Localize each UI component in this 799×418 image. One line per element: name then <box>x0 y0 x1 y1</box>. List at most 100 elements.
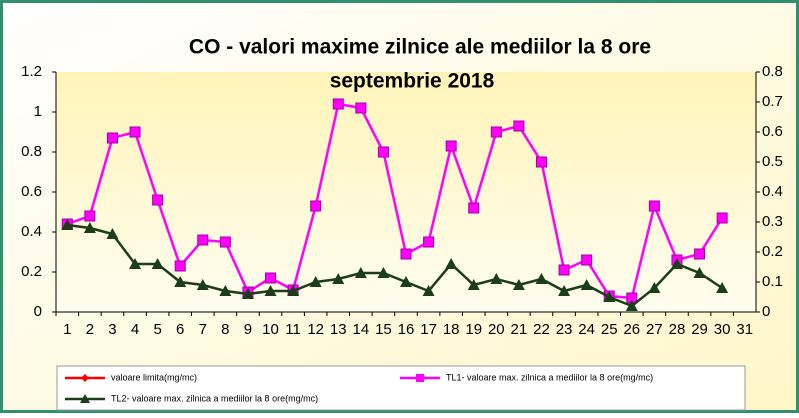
point <box>151 258 164 269</box>
point <box>512 279 525 290</box>
x-tick-label: 30 <box>714 321 731 338</box>
y-tick-label: 0.4 <box>21 223 42 240</box>
point <box>580 279 593 290</box>
point <box>490 273 503 284</box>
legend-label: TL1- valoare max. zilnica a mediilor la … <box>446 372 653 382</box>
y-tick-label: 0.8 <box>21 143 42 160</box>
point <box>152 194 164 206</box>
point <box>84 210 96 222</box>
point <box>219 236 231 248</box>
x-tick-label: 10 <box>262 321 279 338</box>
point <box>265 272 277 284</box>
point <box>174 276 187 287</box>
point <box>241 288 254 299</box>
point <box>648 282 661 293</box>
point <box>716 212 728 224</box>
x-tick-label: 19 <box>465 321 482 338</box>
y-tick-label: 1.2 <box>21 63 42 80</box>
x-tick-label: 1 <box>63 321 71 338</box>
legend-label: valoare limita(mg/mc) <box>111 372 197 382</box>
x-tick-label: 24 <box>578 321 595 338</box>
x-tick-label: 22 <box>533 321 550 338</box>
point <box>693 267 706 278</box>
legend-marker <box>80 394 90 403</box>
point <box>535 156 547 168</box>
x-tick-label: 3 <box>108 321 116 338</box>
point <box>355 102 367 114</box>
y2-tick-label: 0.5 <box>762 153 783 170</box>
x-tick-label: 8 <box>221 321 229 338</box>
point <box>694 248 706 260</box>
x-tick-label: 21 <box>511 321 528 338</box>
legend <box>56 365 746 411</box>
point <box>332 98 344 110</box>
y2-tick-label: 0.1 <box>762 273 783 290</box>
point <box>129 258 142 269</box>
point <box>513 120 525 132</box>
point <box>332 273 345 284</box>
point <box>400 276 412 287</box>
x-tick-label: 18 <box>443 321 460 338</box>
point <box>535 273 548 284</box>
legend-label: TL2- valoare max. zilnica a mediilor la … <box>111 393 318 403</box>
point <box>400 248 412 260</box>
point <box>468 202 480 214</box>
chart-title: CO - valori maxime zilnice ale mediilor … <box>189 36 651 59</box>
x-tick-label: 5 <box>153 321 161 338</box>
point <box>354 267 367 278</box>
x-tick-label: 2 <box>86 321 94 338</box>
x-tick-label: 17 <box>420 321 437 338</box>
point <box>558 285 571 296</box>
point <box>377 267 390 278</box>
y2-tick-label: 0.8 <box>762 63 783 80</box>
point <box>129 126 141 138</box>
point <box>174 260 186 272</box>
point <box>423 236 435 248</box>
x-tick-label: 23 <box>556 321 573 338</box>
point <box>625 300 638 311</box>
x-tick-label: 6 <box>176 321 184 338</box>
y2-tick-label: 0 <box>762 303 770 320</box>
point <box>490 126 502 138</box>
y-tick-label: 0.2 <box>21 263 42 280</box>
y2-tick-label: 0.6 <box>762 123 783 140</box>
legend-marker <box>416 374 424 382</box>
point <box>196 279 209 290</box>
x-tick-label: 28 <box>669 321 686 338</box>
x-tick-label: 4 <box>131 321 139 338</box>
point <box>106 132 118 144</box>
point <box>106 228 119 239</box>
y-tick-label: 0.6 <box>21 183 42 200</box>
point <box>445 140 457 152</box>
x-tick-label: 9 <box>244 321 252 338</box>
chart-subtitle: septembrie 2018 <box>330 70 495 93</box>
point <box>467 279 480 290</box>
x-tick-label: 25 <box>601 321 618 338</box>
x-tick-label: 27 <box>646 321 663 338</box>
x-tick-label: 16 <box>398 321 415 338</box>
point <box>264 285 277 296</box>
legend-marker <box>81 374 89 382</box>
point <box>648 200 660 212</box>
x-tick-label: 13 <box>330 321 347 338</box>
point <box>716 282 729 293</box>
y2-tick-label: 0.4 <box>762 183 783 200</box>
x-tick-label: 11 <box>285 321 301 338</box>
point <box>83 222 96 233</box>
point <box>581 254 593 266</box>
x-tick-label: 7 <box>199 321 207 338</box>
point <box>197 234 209 246</box>
point <box>558 264 570 276</box>
point <box>422 285 435 296</box>
point <box>309 276 322 287</box>
point <box>670 258 683 269</box>
x-tick-label: 12 <box>307 321 324 338</box>
y2-tick-label: 0.2 <box>762 243 783 260</box>
point <box>219 285 232 296</box>
y-tick-label: 1 <box>34 103 42 120</box>
x-tick-label: 20 <box>488 321 505 338</box>
x-tick-label: 29 <box>691 321 708 338</box>
point <box>377 146 389 158</box>
x-tick-label: 14 <box>352 321 369 338</box>
